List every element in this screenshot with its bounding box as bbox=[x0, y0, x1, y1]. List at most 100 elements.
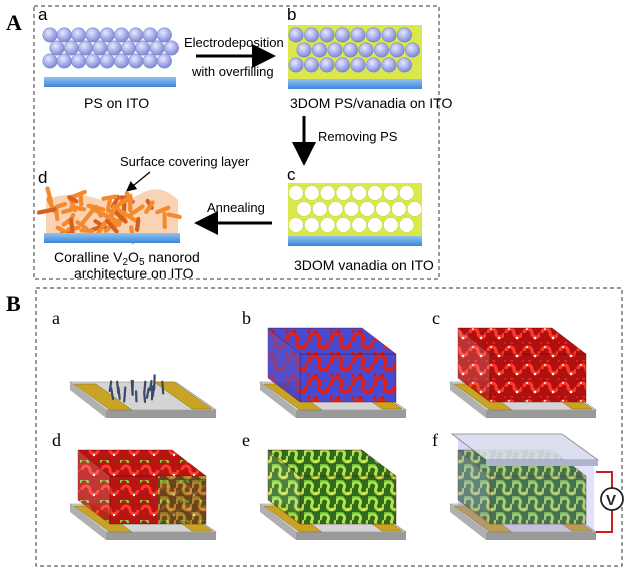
substrate-front bbox=[486, 532, 596, 540]
nanorod bbox=[75, 220, 89, 231]
void bbox=[383, 185, 399, 201]
nanorod bbox=[61, 207, 75, 215]
ps-sphere bbox=[396, 57, 412, 73]
porous-cube-top bbox=[267, 449, 397, 477]
nanorod bbox=[79, 209, 95, 226]
nanorod bbox=[119, 209, 138, 223]
green-coating-front bbox=[158, 476, 206, 524]
ps-sphere bbox=[78, 40, 94, 56]
void bbox=[296, 201, 312, 217]
nanorod bbox=[101, 194, 118, 201]
nanorod bbox=[166, 212, 182, 220]
substrate-front bbox=[106, 532, 216, 540]
nanorod bbox=[105, 195, 113, 212]
panel-d-caption-line1: Coralline V2O5 nanorod bbox=[54, 249, 200, 268]
void bbox=[383, 217, 399, 233]
ps-sphere bbox=[142, 27, 158, 43]
ps-sphere bbox=[334, 27, 350, 43]
ps-sphere bbox=[350, 27, 366, 43]
ps-sphere bbox=[303, 57, 319, 73]
ps-sphere bbox=[381, 27, 397, 43]
ps-in-vanadia bbox=[288, 27, 420, 73]
ito-substrate-b bbox=[288, 79, 422, 89]
ps-sphere bbox=[71, 53, 87, 69]
device-panel-letter: b bbox=[242, 308, 251, 328]
arrow-annealing: Annealing bbox=[194, 200, 272, 235]
ps-sphere bbox=[128, 53, 144, 69]
nanorod bbox=[149, 379, 153, 392]
ps-sphere bbox=[156, 27, 172, 43]
porous-cube-top bbox=[457, 327, 587, 355]
nanorod bbox=[116, 380, 120, 395]
void bbox=[288, 217, 304, 233]
void bbox=[288, 185, 304, 201]
ps-sphere bbox=[63, 40, 79, 56]
device-panel-letter: f bbox=[432, 430, 438, 450]
ps-sphere bbox=[142, 53, 158, 69]
substrate-side bbox=[260, 504, 296, 540]
device-panel-d: d bbox=[52, 430, 217, 540]
nanorod bbox=[129, 204, 145, 217]
nanorod bbox=[45, 186, 54, 204]
ps-sphere bbox=[311, 42, 327, 58]
panel-d-coralline: d Surface covering layer Coralline V2O5 … bbox=[36, 154, 250, 281]
device-panel-letter: a bbox=[52, 308, 60, 328]
nanorod bbox=[110, 387, 115, 401]
device-panel-b: b bbox=[242, 308, 407, 418]
panel-a-ps-on-ito: a PS on ITO bbox=[38, 5, 179, 111]
ito-substrate-a bbox=[44, 77, 176, 87]
void bbox=[398, 185, 415, 201]
nanorod bbox=[143, 380, 147, 394]
void bbox=[351, 217, 367, 233]
nanorod bbox=[69, 217, 75, 236]
ps-template-side bbox=[268, 328, 300, 402]
ps-sphere bbox=[85, 53, 101, 69]
nanorod bbox=[36, 207, 57, 215]
nanorod bbox=[113, 216, 123, 229]
substrate-side bbox=[260, 382, 296, 418]
nanorod bbox=[112, 209, 128, 224]
nanorod bbox=[145, 387, 150, 399]
porous-cube-top bbox=[267, 327, 397, 355]
nanorod bbox=[155, 205, 171, 215]
ps-sphere bbox=[319, 57, 335, 73]
ps-sphere bbox=[296, 42, 312, 58]
ps-sphere bbox=[92, 40, 108, 56]
ps-sphere bbox=[128, 27, 144, 43]
voltmeter-icon bbox=[600, 487, 624, 511]
arrow-electrodeposition: Electrodeposition with overfilling bbox=[184, 35, 284, 79]
void bbox=[312, 201, 328, 217]
device-panel-f: fV bbox=[432, 430, 624, 540]
section-b-letter: B bbox=[6, 291, 21, 316]
arrow-bc-label: Removing PS bbox=[318, 129, 398, 144]
void bbox=[304, 217, 320, 233]
chamber-side bbox=[458, 438, 486, 532]
void bbox=[351, 185, 367, 201]
nanorod bbox=[104, 218, 119, 234]
porous-cube-front bbox=[489, 353, 587, 403]
void bbox=[406, 201, 423, 217]
porous-cube-front bbox=[299, 353, 397, 403]
ps-sphere bbox=[56, 27, 72, 43]
ps-sphere bbox=[149, 40, 165, 56]
panel-a-letter: a bbox=[38, 5, 48, 24]
section-a-frame bbox=[33, 5, 440, 280]
arrow-removing-ps: Removing PS bbox=[292, 116, 398, 166]
panel-c-letter: c bbox=[287, 165, 296, 184]
ps-sphere bbox=[288, 57, 304, 73]
section-b-frame bbox=[35, 287, 623, 567]
ps-spheres bbox=[42, 27, 179, 69]
panel-c-caption: 3DOM vanadia on ITO bbox=[294, 257, 434, 273]
void bbox=[335, 185, 352, 201]
ps-sphere bbox=[71, 27, 87, 43]
device-panels: a b cd e fV bbox=[52, 308, 624, 540]
void bbox=[375, 201, 391, 217]
ps-sphere bbox=[342, 42, 358, 58]
nanorod bbox=[123, 386, 127, 403]
ito-substrate-d bbox=[44, 233, 180, 243]
void bbox=[327, 201, 344, 217]
panel-b-3dom-ps-vanadia: b 3DOM PS/vanadia on ITO bbox=[287, 5, 452, 111]
ps-sphere bbox=[99, 53, 115, 69]
electrode-right bbox=[153, 381, 213, 410]
circuit-wire-bottom bbox=[596, 510, 613, 533]
